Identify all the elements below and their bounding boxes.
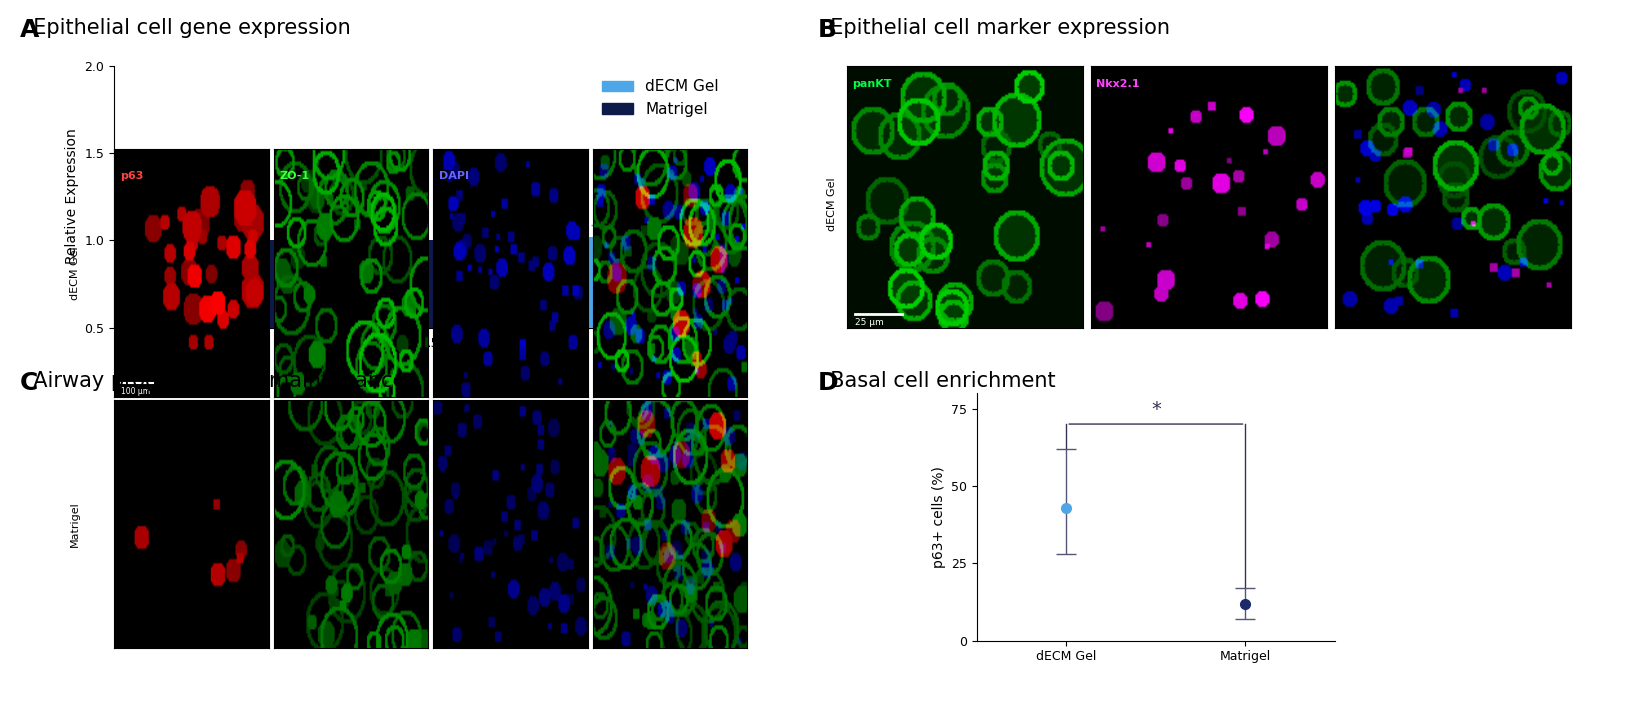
Text: panKT: panKT bbox=[851, 79, 892, 90]
Text: dECM Gel: dECM Gel bbox=[827, 177, 837, 231]
Text: DAPI: DAPI bbox=[440, 171, 469, 181]
Bar bbox=[142, 188, 215, 415]
Bar bbox=[558, 237, 632, 415]
Y-axis label: p63+ cells (%): p63+ cells (%) bbox=[931, 466, 946, 568]
Text: dECM Gel: dECM Gel bbox=[70, 246, 80, 300]
Text: ZO-1: ZO-1 bbox=[280, 171, 309, 181]
Text: Nkx2.1: Nkx2.1 bbox=[1096, 79, 1140, 90]
Bar bbox=[215, 240, 288, 415]
Bar bbox=[423, 240, 497, 415]
Text: Epithelial cell gene expression: Epithelial cell gene expression bbox=[20, 18, 350, 38]
Text: p63: p63 bbox=[120, 171, 143, 181]
Text: Epithelial cell marker expression: Epithelial cell marker expression bbox=[817, 18, 1171, 38]
Text: B: B bbox=[817, 18, 837, 42]
Text: D: D bbox=[817, 371, 838, 395]
Text: Airway progenitor cell maintenance: Airway progenitor cell maintenance bbox=[20, 371, 405, 391]
Text: Matrigel: Matrigel bbox=[70, 502, 80, 547]
Legend: dECM Gel, Matrigel: dECM Gel, Matrigel bbox=[596, 73, 724, 123]
Text: Basal cell enrichment: Basal cell enrichment bbox=[817, 371, 1057, 391]
Text: *: * bbox=[1151, 400, 1161, 419]
Text: C: C bbox=[20, 371, 37, 395]
Bar bbox=[350, 214, 423, 415]
Bar bbox=[632, 240, 705, 415]
Text: A: A bbox=[20, 18, 39, 42]
Y-axis label: Relative Expression: Relative Expression bbox=[65, 129, 78, 264]
Text: 100 μm: 100 μm bbox=[120, 387, 150, 395]
Text: 25 μm: 25 μm bbox=[855, 318, 884, 327]
